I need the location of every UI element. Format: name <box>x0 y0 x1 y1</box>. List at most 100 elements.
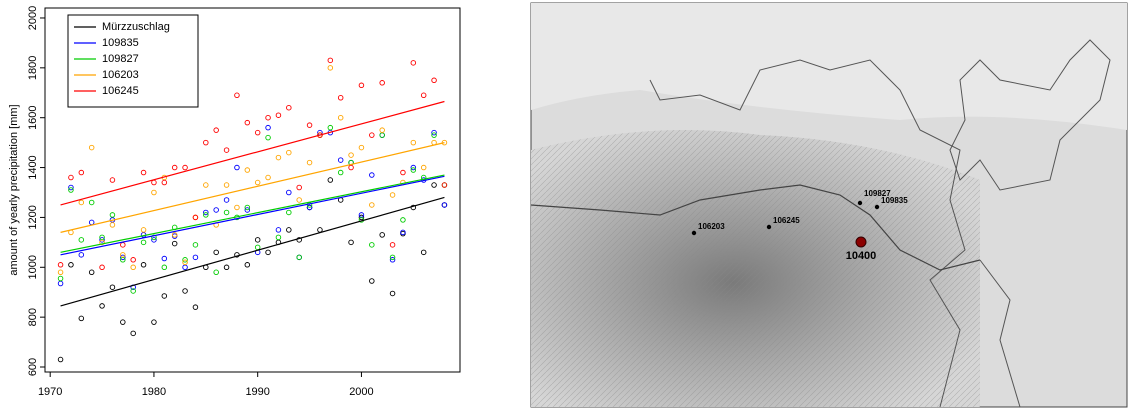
point <box>110 213 115 218</box>
point <box>297 198 302 203</box>
point <box>69 262 74 267</box>
station-main <box>856 237 866 247</box>
point <box>214 128 219 133</box>
point <box>370 173 375 178</box>
point <box>162 294 167 299</box>
y-tick-label: 1200 <box>27 205 39 229</box>
point <box>432 183 437 188</box>
point <box>390 193 395 198</box>
point <box>58 281 63 286</box>
point <box>328 178 333 183</box>
point <box>131 331 136 336</box>
point <box>141 240 146 245</box>
point <box>69 175 74 180</box>
trend-line <box>61 101 445 204</box>
point <box>245 168 250 173</box>
point <box>276 155 281 160</box>
point <box>224 210 229 215</box>
point <box>204 183 209 188</box>
point <box>390 243 395 248</box>
point <box>58 357 63 362</box>
point <box>297 185 302 190</box>
point <box>121 320 126 325</box>
point <box>401 170 406 175</box>
point <box>235 205 240 210</box>
point <box>287 105 292 110</box>
point <box>287 210 292 215</box>
point <box>58 276 63 281</box>
point <box>89 220 94 225</box>
point <box>89 145 94 150</box>
point <box>442 183 447 188</box>
point <box>359 145 364 150</box>
x-tick-label: 2000 <box>349 386 373 398</box>
relief-texture <box>531 130 980 407</box>
legend-label: 109835 <box>102 37 139 49</box>
point <box>245 120 250 125</box>
station-label: 106203 <box>698 222 725 231</box>
point <box>380 80 385 85</box>
point <box>224 198 229 203</box>
point <box>110 178 115 183</box>
point <box>328 125 333 130</box>
point <box>183 265 188 270</box>
point <box>110 285 115 290</box>
point <box>131 265 136 270</box>
point <box>131 258 136 263</box>
point <box>224 148 229 153</box>
point <box>370 243 375 248</box>
point <box>266 125 271 130</box>
y-tick-label: 1800 <box>27 56 39 80</box>
point <box>370 279 375 284</box>
station <box>858 201 862 205</box>
point <box>214 208 219 213</box>
point <box>370 133 375 138</box>
point <box>58 270 63 275</box>
point <box>255 180 260 185</box>
station-label: 109835 <box>881 196 908 205</box>
station-label: 10400 <box>846 250 877 262</box>
point <box>214 270 219 275</box>
point <box>432 78 437 83</box>
point <box>121 243 126 248</box>
point <box>421 250 426 255</box>
point <box>162 256 167 261</box>
point <box>328 66 333 71</box>
point <box>214 250 219 255</box>
point <box>255 130 260 135</box>
legend-label: 106245 <box>102 85 139 97</box>
point <box>370 203 375 208</box>
point <box>318 228 323 233</box>
station-label: 106245 <box>773 216 800 225</box>
point <box>152 180 157 185</box>
x-tick-label: 1970 <box>38 386 62 398</box>
point <box>141 170 146 175</box>
station <box>692 231 696 235</box>
point <box>172 241 177 246</box>
point <box>204 140 209 145</box>
point <box>266 115 271 120</box>
point <box>307 160 312 165</box>
point <box>89 270 94 275</box>
y-tick-label: 800 <box>27 308 39 326</box>
y-axis-label: amount of yearly precipitation [mm] <box>8 104 20 275</box>
point <box>307 123 312 128</box>
point <box>141 262 146 267</box>
point <box>442 203 447 208</box>
point <box>421 93 426 98</box>
point <box>89 200 94 205</box>
y-tick-label: 600 <box>27 358 39 376</box>
point <box>401 218 406 223</box>
point <box>224 265 229 270</box>
point <box>162 180 167 185</box>
point <box>276 235 281 240</box>
point <box>328 58 333 63</box>
point <box>359 83 364 88</box>
point <box>100 265 105 270</box>
point <box>152 320 157 325</box>
point <box>255 238 260 243</box>
point <box>411 61 416 66</box>
point <box>349 153 354 158</box>
station <box>767 225 771 229</box>
